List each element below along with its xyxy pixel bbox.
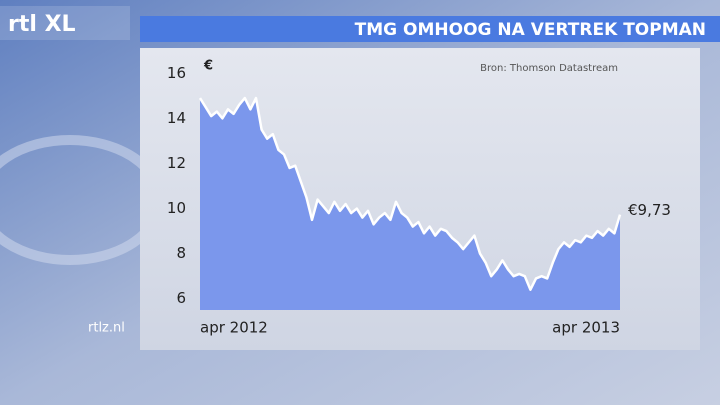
y-tick-label: 8 — [176, 244, 186, 262]
y-axis-label: € — [203, 59, 213, 74]
x-tick-label: apr 2013 — [552, 319, 620, 337]
y-tick-label: 10 — [167, 199, 186, 217]
y-tick-label: 6 — [176, 289, 186, 307]
y-tick-label: 16 — [167, 64, 186, 82]
source: Bron: Thomson Datastream — [480, 63, 618, 74]
y-tick-label: 14 — [167, 109, 186, 127]
website: rtlz.nl — [88, 321, 125, 336]
y-tick-label: 12 — [167, 154, 186, 172]
area — [200, 98, 620, 311]
chart-title: TMG OMHOOG NA VERTREK TOPMAN — [355, 20, 706, 40]
value-label: €9,73 — [628, 201, 671, 219]
x-tick-label: apr 2012 — [200, 319, 268, 337]
line — [198, 96, 622, 291]
logo: rtl XL — [8, 12, 76, 37]
title-bar — [140, 16, 720, 42]
logo-bg — [0, 6, 130, 40]
